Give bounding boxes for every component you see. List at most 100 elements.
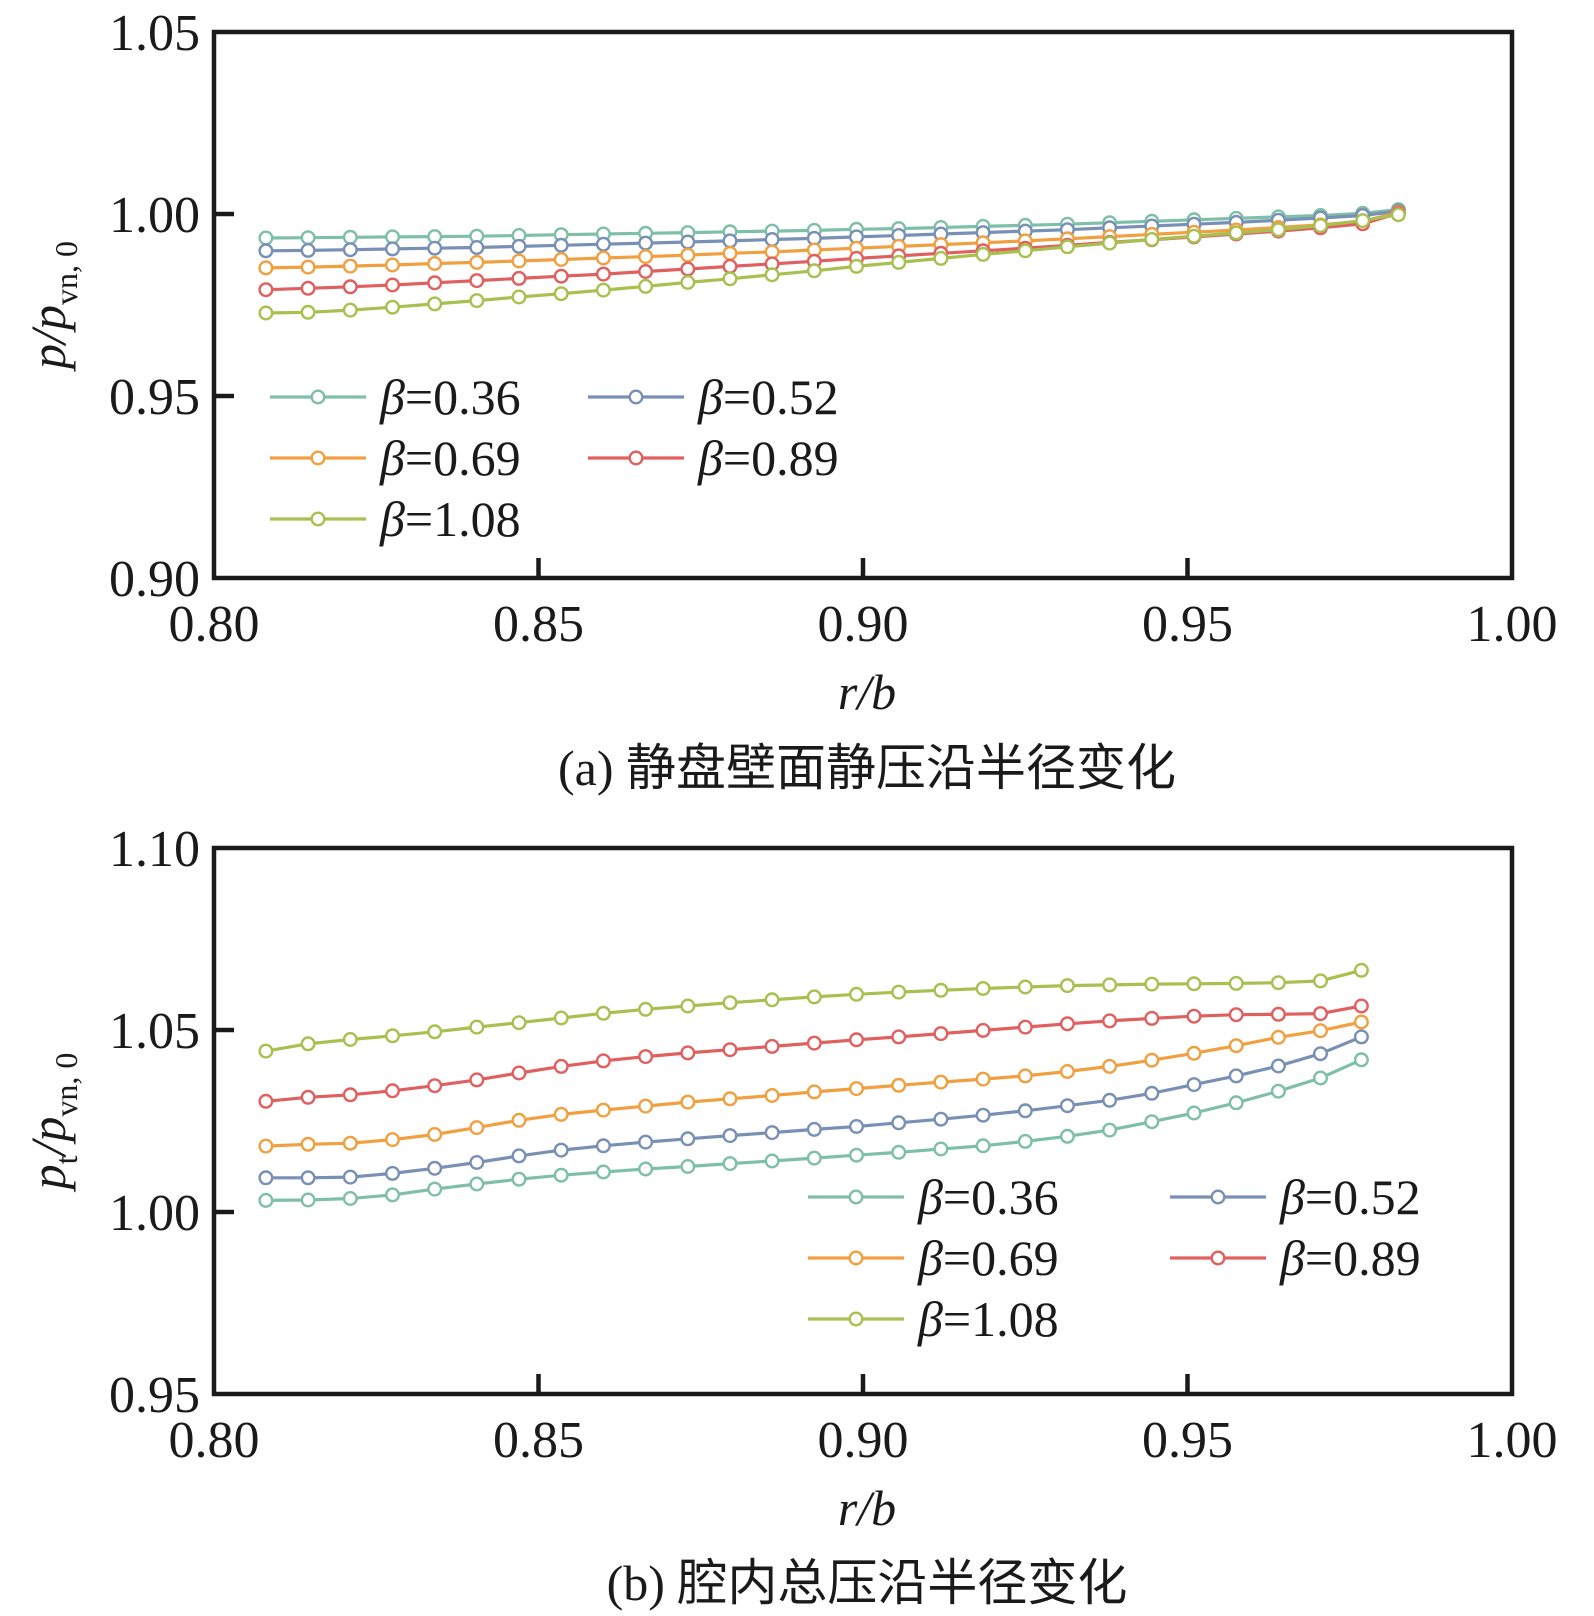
- chart-b-data-point: [1059, 1098, 1075, 1114]
- chart-b-data-point: [975, 1107, 991, 1123]
- chart-a-data-point: [1270, 222, 1286, 238]
- chart-a-legend-marker: [310, 511, 326, 527]
- chart-b-series-layer: [258, 962, 1369, 1208]
- chart-b-data-point: [933, 1141, 949, 1157]
- chart-b-legend: β=0.36 β=0.52 β=0.69 β=0.89 β=1.08: [808, 1169, 1421, 1347]
- chart-b-data-point: [553, 1142, 569, 1158]
- chart-a-x-tick-label: 0.95: [1142, 596, 1233, 653]
- chart-b-data-point: [975, 1022, 991, 1038]
- chart-b-data-point: [595, 1102, 611, 1118]
- chart-b-data-point: [891, 984, 907, 1000]
- chart-b-data-point: [342, 1190, 358, 1206]
- chart-a-data-point: [300, 259, 316, 275]
- chart-a-data-point: [722, 245, 738, 261]
- chart-b-legend-item: β=1.08: [808, 1291, 1059, 1347]
- chart-a-data-point: [680, 234, 696, 250]
- chart-a-data-point: [300, 280, 316, 296]
- chart-b-series-0: [258, 1052, 1369, 1208]
- chart-b-x-tick-label: 1.00: [1467, 1412, 1558, 1469]
- chart-b-data-point: [300, 1136, 316, 1152]
- chart-b-data-point: [1017, 1103, 1033, 1119]
- chart-b-y-tick-label: 1.05: [109, 1003, 200, 1060]
- chart-b-legend-label: β=0.52: [1279, 1169, 1421, 1225]
- chart-b-data-point: [511, 1148, 527, 1164]
- chart-b-legend-label: β=0.69: [917, 1230, 1059, 1286]
- chart-b-data-point: [553, 1167, 569, 1183]
- chart-b-y-tick-label: 1.00: [109, 1185, 200, 1242]
- chart-b-data-point: [1353, 998, 1369, 1014]
- chart-b-y-tick-label: 0.95: [109, 1367, 200, 1424]
- chart-a-data-point: [1059, 239, 1075, 255]
- chart-b-data-point: [1270, 1029, 1286, 1045]
- chart-a-legend-label: β=0.52: [697, 369, 839, 425]
- chart-a-data-point: [469, 254, 485, 270]
- chart-a-data-point: [1102, 235, 1118, 251]
- chart-b-data-point: [1228, 1007, 1244, 1023]
- chart-b-data-point: [806, 1084, 822, 1100]
- chart-b-data-point: [427, 1126, 443, 1142]
- chart-a-data-point: [722, 258, 738, 274]
- chart-a-y-axis-title-main: p/p: [20, 305, 76, 372]
- chart-b-data-point: [342, 1031, 358, 1047]
- chart-b-data-point: [1144, 1052, 1160, 1068]
- chart-b-data-point: [1102, 977, 1118, 993]
- chart-b-data-point: [764, 1038, 780, 1054]
- chart-a-data-point: [595, 250, 611, 266]
- chart-a-legend-label: β=0.69: [379, 430, 521, 486]
- chart-a-series-4: [258, 207, 1406, 321]
- chart-b-data-point: [891, 1115, 907, 1131]
- chart-b-data-point: [511, 1171, 527, 1187]
- chart-b-legend-label: β=0.36: [917, 1169, 1059, 1225]
- chart-a-data-point: [342, 242, 358, 258]
- chart-a-data-point: [258, 260, 274, 276]
- chart-b-data-point: [764, 1125, 780, 1141]
- chart-b-data-point: [638, 1161, 654, 1177]
- chart-b-data-point: [1228, 975, 1244, 991]
- chart-b-legend-marker: [1210, 1250, 1226, 1266]
- chart-b-data-point: [1186, 1008, 1202, 1024]
- chart-a-x-tick-label: 0.90: [818, 596, 909, 653]
- chart-a-series-1: [258, 203, 1406, 259]
- chart-a-legend-item: β=0.36: [270, 369, 521, 425]
- chart-b-data-point: [1017, 979, 1033, 995]
- chart-a-data-point: [342, 302, 358, 318]
- chart-b-data-point: [427, 1078, 443, 1094]
- chart-b-data-point: [469, 1154, 485, 1170]
- chart-a-data-point: [764, 244, 780, 260]
- chart-b-data-point: [258, 1043, 274, 1059]
- chart-a-data-point: [1144, 231, 1160, 247]
- chart-b-data-point: [595, 1053, 611, 1069]
- chart-b-data-point: [469, 1120, 485, 1136]
- chart-a-data-point: [638, 249, 654, 265]
- chart-b-data-point: [1059, 1016, 1075, 1032]
- chart-a-legend-label: β=0.36: [379, 369, 521, 425]
- chart-a-data-point: [342, 258, 358, 274]
- chart-a-data-point: [1312, 218, 1328, 234]
- chart-a-x-tick-label: 1.00: [1467, 596, 1558, 653]
- chart-b-legend-label: β=1.08: [917, 1291, 1059, 1347]
- chart-b-data-point: [258, 1170, 274, 1186]
- chart-b-data-point: [849, 1081, 865, 1097]
- chart-b-x-ticks: 0.80 0.85 0.90 0.95 1.00: [169, 1374, 1558, 1469]
- chart-b-data-point: [1017, 1133, 1033, 1149]
- chart-b-data-point: [1312, 1070, 1328, 1086]
- chart-b-data-point: [1270, 1083, 1286, 1099]
- chart-b-data-point: [764, 1153, 780, 1169]
- chart-panel-b: 0.80 0.85 0.90 0.95 1.00 0.95 1.00 1.05 1.10 β=…: [20, 821, 1558, 1611]
- chart-b-data-point: [680, 1045, 696, 1061]
- chart-b-data-point: [933, 1074, 949, 1090]
- chart-b-data-point: [1059, 1128, 1075, 1144]
- chart-b-data-point: [300, 1192, 316, 1208]
- chart-b-data-point: [1353, 1029, 1369, 1045]
- chart-a-x-tick-label: 0.85: [493, 596, 584, 653]
- chart-b-data-point: [511, 1015, 527, 1031]
- chart-a-series-line-2: [265, 210, 1399, 270]
- chart-b-data-point: [553, 1106, 569, 1122]
- chart-b-data-point: [638, 1001, 654, 1017]
- chart-b-legend-marker: [848, 1311, 864, 1327]
- chart-b-data-point: [427, 1024, 443, 1040]
- chart-a-legend-item: β=1.08: [270, 491, 521, 547]
- chart-a-data-point: [764, 231, 780, 247]
- chart-b-data-point: [806, 1035, 822, 1051]
